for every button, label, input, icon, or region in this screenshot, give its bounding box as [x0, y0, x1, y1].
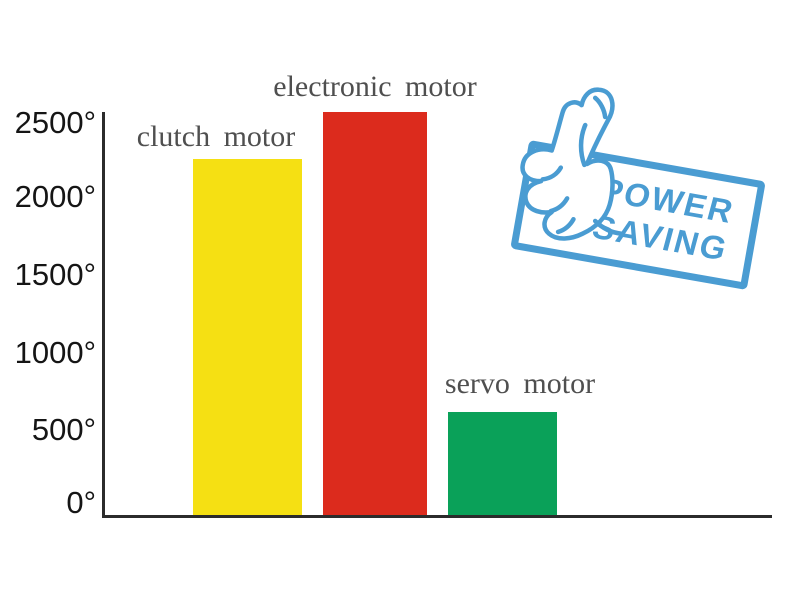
- y-tick-0: 0°: [66, 485, 96, 520]
- y-tick-1000: 1000°: [14, 335, 96, 370]
- bar-electronic-motor: [323, 112, 427, 515]
- label-clutch-motor: clutch motor: [136, 120, 296, 153]
- bar-servo-motor: [448, 412, 557, 515]
- label-servo-motor: servo motor: [444, 367, 596, 400]
- y-axis-line: [102, 112, 105, 518]
- label-electronic-motor: electronic motor: [273, 70, 477, 103]
- thumbs-up-icon: [520, 87, 624, 241]
- y-tick-500: 500°: [31, 412, 96, 447]
- y-tick-1500: 1500°: [14, 257, 96, 292]
- y-tick-2500: 2500°: [14, 105, 96, 140]
- bar-clutch-motor: [193, 159, 302, 515]
- y-tick-2000: 2000°: [14, 179, 96, 214]
- x-axis-line: [102, 515, 772, 518]
